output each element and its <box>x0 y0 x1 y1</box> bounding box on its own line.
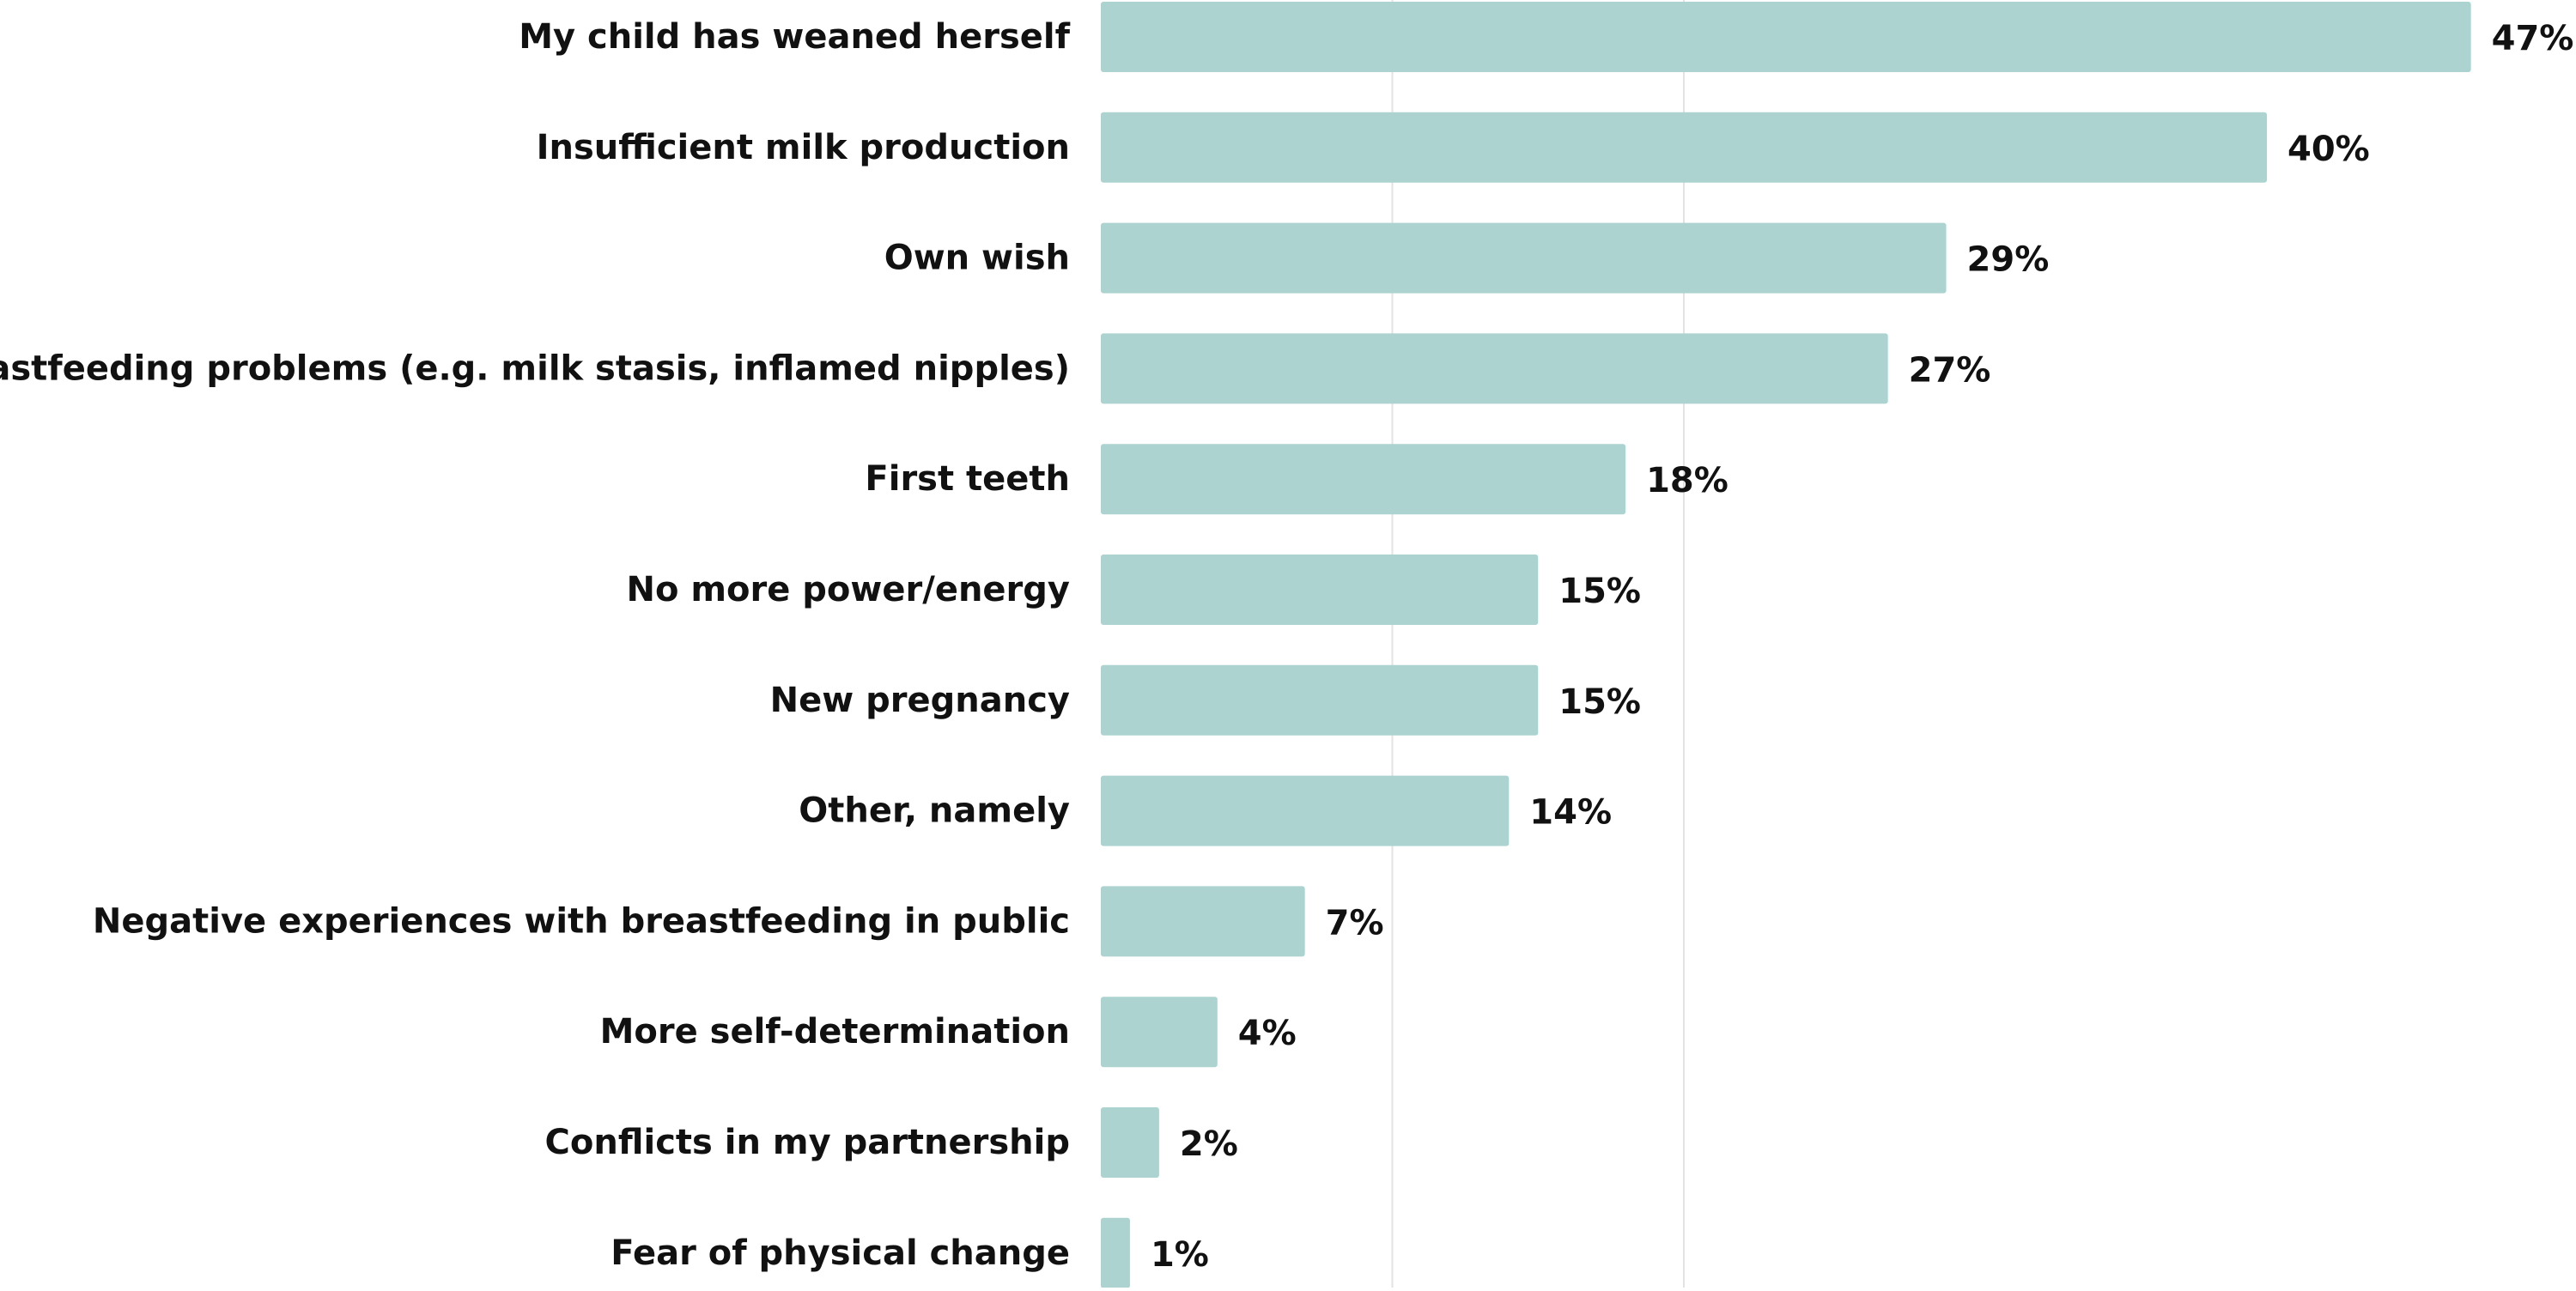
category-label: Other, namely <box>799 791 1070 831</box>
bar <box>1101 997 1218 1068</box>
bar-layer <box>1101 2 2471 1288</box>
bar <box>1101 886 1305 957</box>
category-label: No more power/energy <box>626 570 1070 609</box>
bar <box>1101 775 1510 846</box>
bar <box>1101 1107 1159 1178</box>
value-label: 14% <box>1529 793 1612 833</box>
label-layer: My child has weaned herself 47% Insufficie… <box>0 17 2573 1275</box>
category-label: My child has weaned herself <box>519 17 1070 57</box>
category-label: More self-determination <box>600 1012 1070 1052</box>
category-label: Breastfeeding problems (e.g. milk stasis… <box>0 349 1070 388</box>
bar <box>1101 2 2471 72</box>
category-label: Own wish <box>884 239 1070 278</box>
bar <box>1101 1217 1130 1288</box>
bar <box>1101 333 1888 404</box>
grid-layer <box>1391 0 1685 1288</box>
value-label: 15% <box>1558 572 1641 611</box>
value-label: 2% <box>1180 1124 1238 1164</box>
value-label: 40% <box>2287 130 2370 169</box>
value-label: 18% <box>1646 461 1728 500</box>
bar <box>1101 555 1539 625</box>
bar <box>1101 444 1626 515</box>
bar <box>1101 222 1947 294</box>
category-label: Conflicts in my partnership <box>545 1123 1070 1162</box>
value-label: 47% <box>2492 19 2574 58</box>
value-label: 15% <box>1558 682 1641 722</box>
category-label: Fear of physical change <box>611 1233 1070 1273</box>
bar <box>1101 112 2267 183</box>
value-label: 1% <box>1151 1235 1209 1275</box>
value-label: 27% <box>1909 350 1991 390</box>
bar <box>1101 664 1539 736</box>
category-label: Insufficient milk production <box>537 128 1070 167</box>
value-label: 7% <box>1326 903 1384 942</box>
category-label: New pregnancy <box>770 681 1070 720</box>
category-label: Negative experiences with breastfeeding … <box>93 901 1070 941</box>
value-label: 29% <box>1967 240 2050 280</box>
category-label: First teeth <box>865 459 1070 499</box>
value-label: 4% <box>1238 1014 1297 1053</box>
